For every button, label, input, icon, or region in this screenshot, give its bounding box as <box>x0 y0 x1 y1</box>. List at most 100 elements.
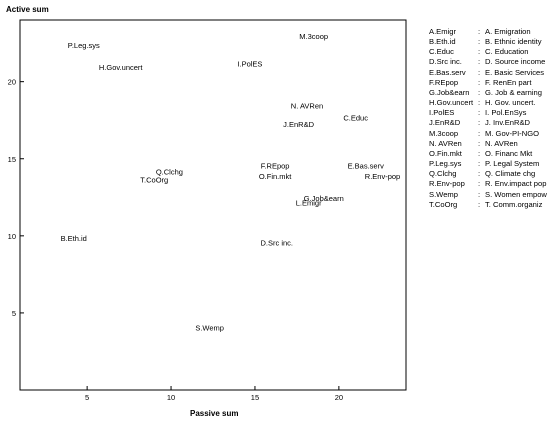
legend-abbreviation: O.Fin.mkt <box>429 148 462 158</box>
legend-entry: N. AVRen: N. AVRen <box>429 139 547 149</box>
legend-abbreviation: D.Src inc. <box>429 57 462 67</box>
x-tick-label: 20 <box>335 393 343 402</box>
legend-separator: : <box>477 98 481 108</box>
legend-entry: F.REpop: F. RenEn part <box>429 78 547 88</box>
legend-separator: : <box>477 199 481 209</box>
legend-full-name: C. Education <box>485 47 529 57</box>
y-tick-label: 5 <box>12 309 16 318</box>
legend-full-name: G. Job & earning <box>485 87 542 97</box>
legend-full-name: T. Comm.organiz <box>485 199 543 209</box>
legend-full-name: S. Women empow <box>485 189 547 199</box>
legend-abbreviation: Q.Clchg <box>429 169 457 179</box>
legend-full-name: B. Ethnic identity <box>485 37 542 47</box>
legend-separator: : <box>477 148 481 158</box>
data-point-label: E.Bas.serv <box>348 161 385 170</box>
x-tick-label: 10 <box>167 393 175 402</box>
legend-full-name: O. Financ Mkt <box>485 148 533 158</box>
data-point-label: C.Educ <box>343 114 368 123</box>
legend-full-name: A. Emigration <box>485 27 531 36</box>
legend-separator: : <box>477 47 481 57</box>
legend-full-name: D. Source income <box>485 57 546 67</box>
data-point-label: F.REpop <box>261 161 290 170</box>
legend-entry: Q.Clchg: Q. Climate chg <box>429 169 547 179</box>
legend-separator: : <box>477 67 481 77</box>
plot-frame <box>19 19 407 391</box>
data-point-label: M.3coop <box>299 32 328 41</box>
legend-full-name: P. Legal System <box>485 159 540 169</box>
legend-separator: : <box>477 87 481 97</box>
y-tick-label: 20 <box>8 78 16 87</box>
legend-separator: : <box>477 128 481 138</box>
data-point-label: O.Fin.mkt <box>259 172 292 181</box>
legend-entry: A.Emigr: A. Emigration <box>429 27 547 37</box>
legend-separator: : <box>477 37 481 47</box>
legend-full-name: H. Gov. uncert. <box>485 98 536 108</box>
legend: A.Emigr: A. Emigration B.Eth.id: B. Ethnic … <box>429 27 547 210</box>
legend-separator: : <box>477 57 481 67</box>
legend-entry: E.Bas.serv: E. Basic Services <box>429 68 547 78</box>
legend-abbreviation: B.Eth.id <box>429 37 456 47</box>
legend-full-name: I. Pol.EnSys <box>485 108 527 118</box>
legend-entry: H.Gov.uncert: H. Gov. uncert. <box>429 98 547 108</box>
y-axis-label: Active sum <box>6 5 49 14</box>
x-tick-label: 5 <box>85 393 89 402</box>
legend-entry: T.CoOrg: T. Comm.organiz <box>429 200 547 210</box>
legend-full-name: E. Basic Services <box>485 67 545 77</box>
legend-entry: M.3coop: M. Gov-PI-NGO <box>429 129 547 139</box>
legend-separator: : <box>477 118 481 128</box>
legend-separator: : <box>477 77 481 87</box>
legend-full-name: N. AVRen <box>485 138 518 148</box>
y-tick-label: 10 <box>8 232 16 241</box>
legend-abbreviation: J.EnR&D <box>429 118 461 128</box>
legend-abbreviation: M.3coop <box>429 128 459 138</box>
legend-separator: : <box>477 189 481 199</box>
legend-abbreviation: C.Educ <box>429 47 454 57</box>
legend-abbreviation: E.Bas.serv <box>429 67 466 77</box>
data-point-label: Q.Clchg <box>156 168 183 177</box>
data-point-label: D.Src inc. <box>261 239 294 248</box>
legend-separator: : <box>477 27 481 36</box>
data-point-label: H.Gov.uncert <box>99 63 144 72</box>
legend-separator: : <box>477 159 481 169</box>
legend-abbreviation: S.Wemp <box>429 189 458 199</box>
x-tick-label: 15 <box>251 393 259 402</box>
legend-abbreviation: H.Gov.uncert <box>429 98 474 108</box>
legend-entry: O.Fin.mkt: O. Financ Mkt <box>429 149 547 159</box>
legend-abbreviation: P.Leg.sys <box>429 159 462 169</box>
legend-abbreviation: T.CoOrg <box>429 199 458 209</box>
data-point-label: R.Env-pop <box>365 172 400 181</box>
legend-separator: : <box>477 108 481 118</box>
data-point-label: B.Eth.id <box>61 234 87 243</box>
legend-abbreviation: F.REpop <box>429 77 459 87</box>
legend-entry: R.Env-pop: R. Env.impact pop <box>429 179 547 189</box>
legend-separator: : <box>477 138 481 148</box>
legend-full-name: F. RenEn part <box>485 77 532 87</box>
data-point-label: N. AVRen <box>291 101 323 110</box>
data-point-label: I.PolES <box>237 60 262 69</box>
legend-entry: B.Eth.id: B. Ethnic identity <box>429 37 547 47</box>
legend-entry: C.Educ: C. Education <box>429 47 547 57</box>
data-point-label: J.EnR&D <box>283 120 314 129</box>
data-point-label: S.Wemp <box>195 323 224 332</box>
legend-entry: D.Src inc.: D. Source income <box>429 57 547 67</box>
data-points: M.3coop P.Leg.sys I.PolES H.Gov.uncert N. AV… <box>61 32 401 332</box>
legend-separator: : <box>477 179 481 189</box>
legend-abbreviation: R.Env-pop <box>429 179 465 189</box>
legend-full-name: M. Gov-PI-NGO <box>485 128 540 138</box>
legend-entry: J.EnR&D: J. Inv.EnR&D <box>429 118 547 128</box>
y-tick-label: 15 <box>8 155 16 164</box>
legend-abbreviation: N. AVRen <box>429 138 462 148</box>
legend-entry: G.Job&earn: G. Job & earning <box>429 88 547 98</box>
axis-ticks: 5 10 15 20 5 10 15 20 <box>8 78 343 402</box>
x-axis-label: Passive sum <box>190 409 239 418</box>
data-point-label: G.Job&earn <box>304 194 344 203</box>
legend-entry: S.Wemp: S. Women empow <box>429 190 547 200</box>
legend-full-name: Q. Climate chg <box>485 169 536 179</box>
legend-full-name: R. Env.impact pop <box>485 179 547 189</box>
legend-abbreviation: A.Emigr <box>429 27 457 36</box>
data-point-label: P.Leg.sys <box>68 41 100 50</box>
legend-abbreviation: I.PolES <box>429 108 455 118</box>
data-point-label: T.CoOrg <box>140 175 168 184</box>
data-point-label: L.Emigr <box>296 198 322 207</box>
